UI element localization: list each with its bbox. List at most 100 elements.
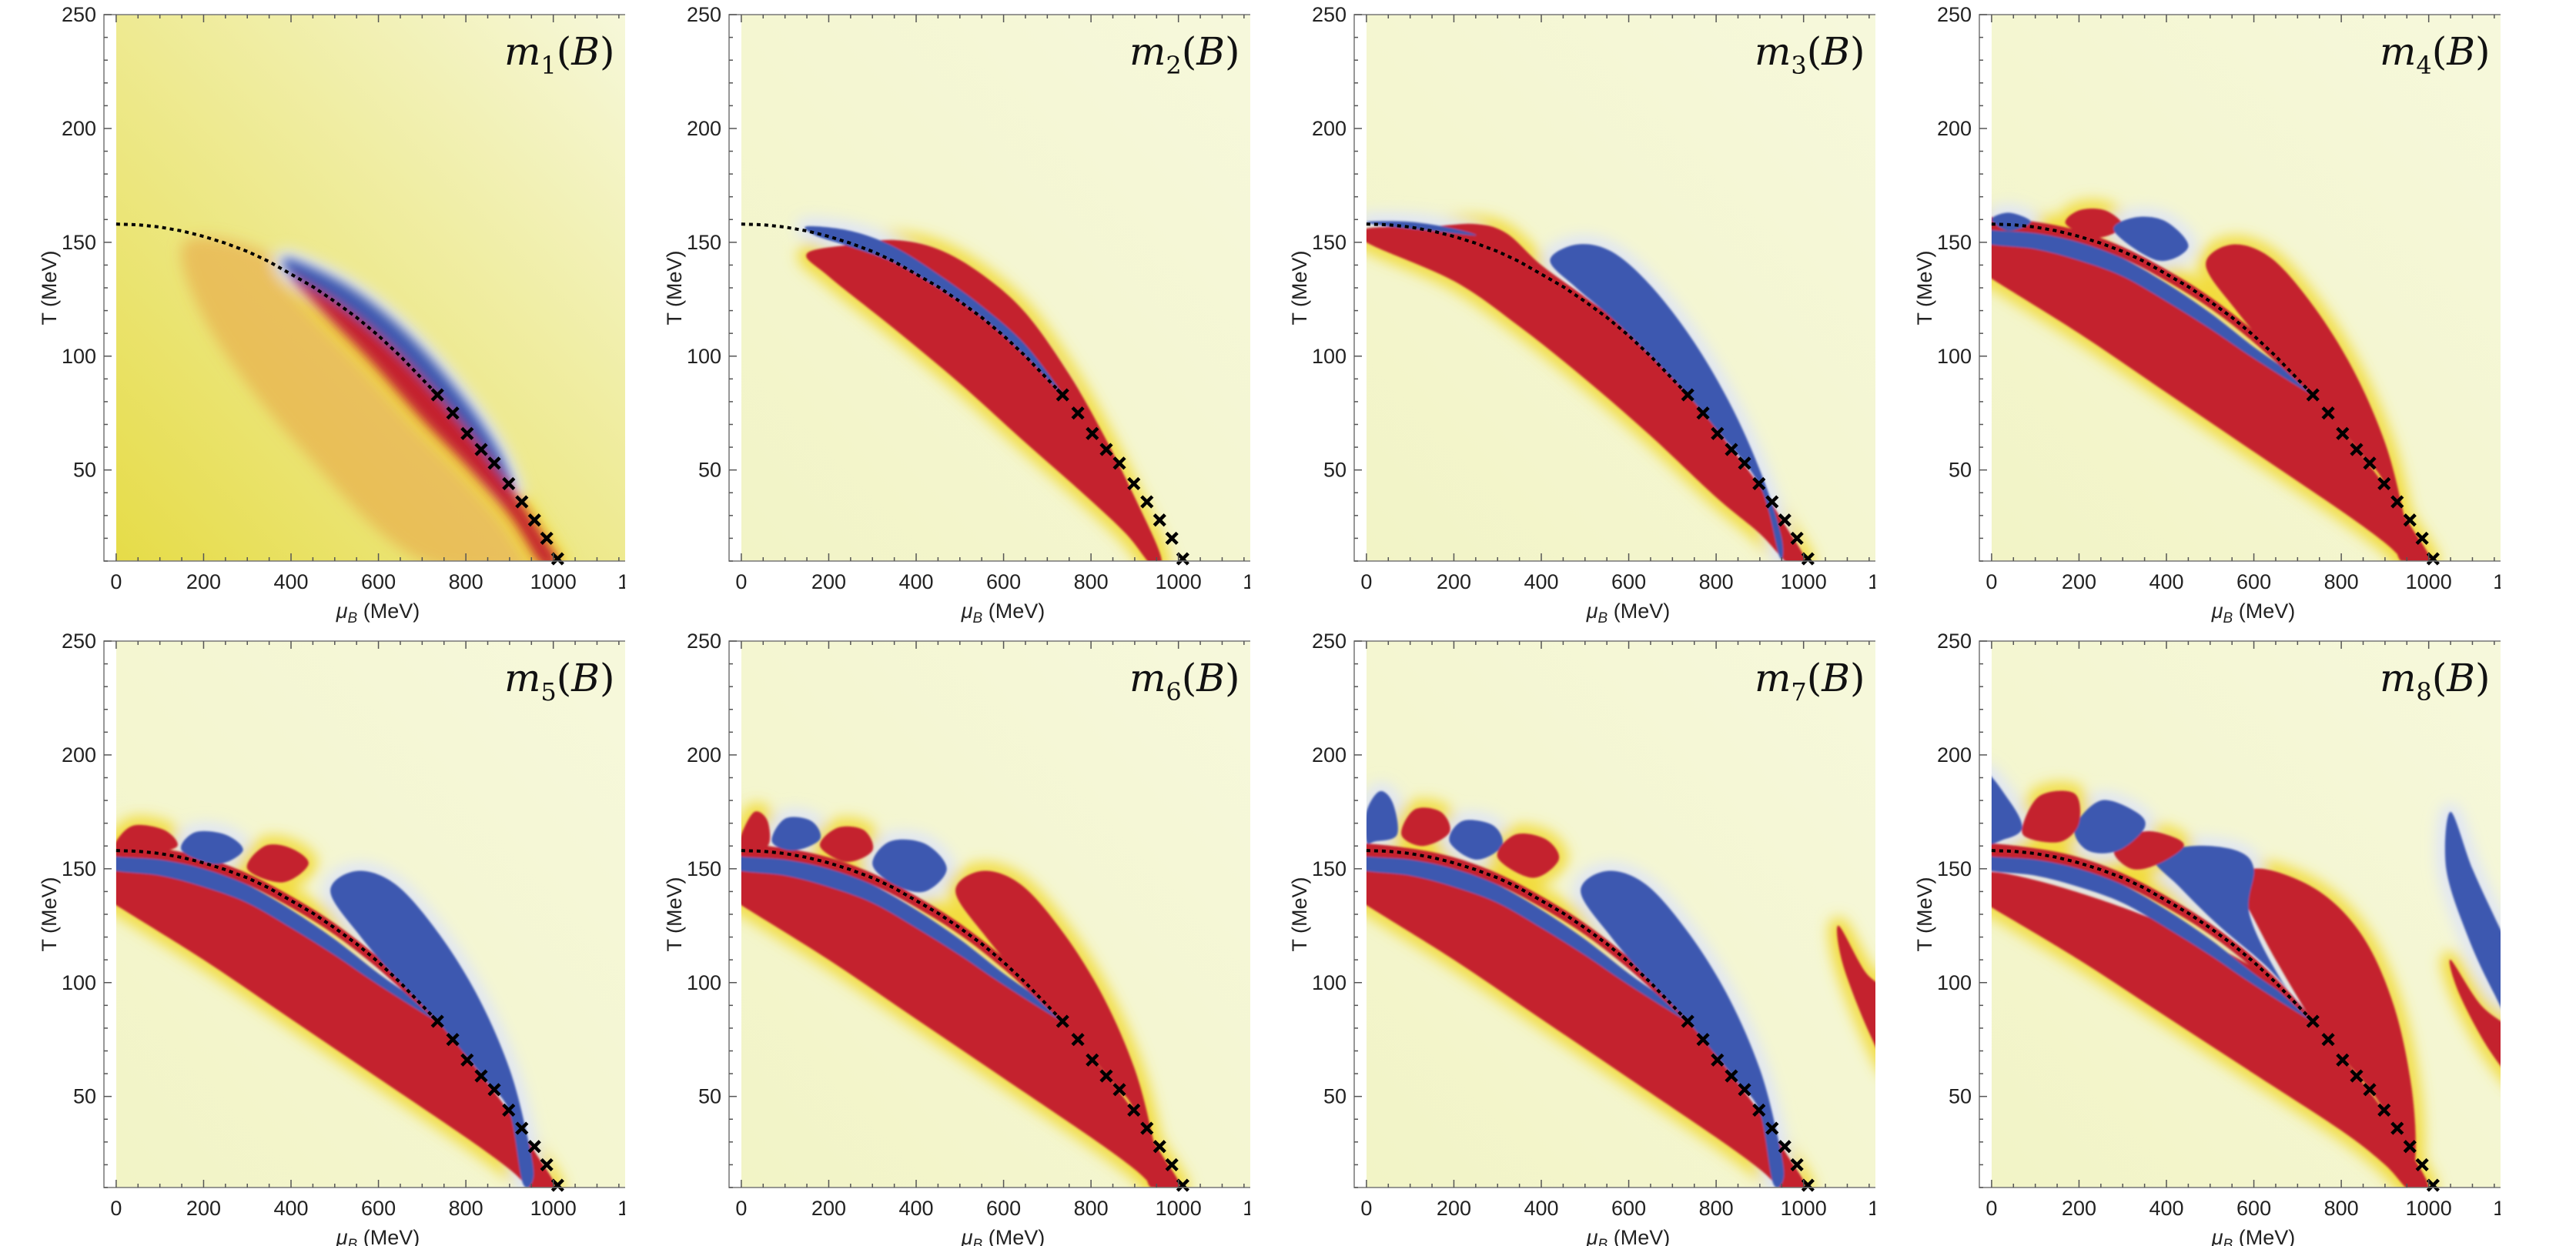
y-tick-label: 100 [62, 971, 96, 994]
x-tick-label: 0 [735, 570, 747, 593]
x-axis-label-subscript: B [1598, 1237, 1608, 1246]
heatmap-svg: 02004006008001000120050100150200250μB (M… [663, 630, 1250, 1246]
x-axis-label-unit: (MeV) [982, 600, 1045, 623]
y-tick-label: 250 [687, 3, 721, 26]
y-axis-label: T (MeV) [663, 877, 686, 951]
heatmap-svg: 02004006008001000120050100150200250μB (M… [663, 3, 1250, 626]
heatmap-svg: 02004006008001000120050100150200250μB (M… [1913, 3, 2501, 626]
critical-point-cross [2426, 1178, 2440, 1192]
heatmap-area [741, 15, 1250, 561]
x-tick-label: 800 [2324, 1197, 2359, 1220]
x-axis-label-subscript: B [973, 610, 983, 626]
y-tick-label: 100 [687, 971, 721, 994]
y-tick-label: 250 [1312, 630, 1347, 653]
critical-point-cross [1711, 1053, 1725, 1067]
heatmap-area [115, 641, 625, 1188]
positive-region [246, 844, 309, 883]
x-tick-label: 1000 [2406, 570, 2452, 593]
y-tick-label: 50 [1949, 1085, 1972, 1108]
positive-region [115, 824, 178, 854]
title-subscript: 6 [1166, 677, 1182, 707]
negative-region [1550, 244, 1784, 560]
positive-region [1401, 807, 1450, 847]
y-tick-label: 200 [62, 743, 96, 767]
x-tick-label: 1200 [617, 570, 625, 593]
y-tick-label: 200 [1312, 117, 1347, 140]
x-tick-label: 400 [273, 1197, 308, 1220]
x-axis-label-unit: (MeV) [2233, 1226, 2295, 1246]
critical-point-cross [2306, 1014, 2320, 1028]
x-tick-label: 600 [361, 570, 396, 593]
critical-point-cross [1140, 495, 1154, 509]
critical-point-cross [2336, 1053, 2350, 1067]
x-tick-label: 600 [1611, 570, 1646, 593]
x-tick-label: 800 [1074, 570, 1109, 593]
title-subscript: 8 [2416, 677, 2432, 707]
x-tick-label: 1200 [1243, 570, 1250, 593]
x-tick-label: 0 [735, 1197, 747, 1220]
x-axis-label-subscript: B [348, 610, 358, 626]
x-axis-label-unit: (MeV) [2233, 600, 2295, 623]
critical-point-cross [446, 1033, 460, 1047]
title-symbol: m [1129, 29, 1166, 74]
critical-point-cross [1112, 1083, 1126, 1097]
critical-point-cross [515, 495, 529, 509]
transition-dashed-line [1366, 222, 1689, 396]
critical-point-cross [1099, 443, 1113, 456]
positive-region [741, 811, 771, 849]
critical-point-cross [430, 1014, 444, 1028]
critical-point-cross [515, 1121, 529, 1135]
panel-title: m5(B) [504, 656, 615, 707]
positive-region [2226, 868, 2416, 1184]
y-tick-label: 200 [1937, 743, 1972, 767]
x-axis-label-subscript: B [348, 1237, 358, 1246]
y-tick-label: 50 [698, 1085, 721, 1108]
y-axis-label: T (MeV) [38, 877, 61, 951]
panel-title: m7(B) [1755, 656, 1865, 707]
title-subscript: 4 [2416, 51, 2432, 80]
title-close-paren: ) [1225, 656, 1240, 700]
critical-point-cross [2336, 426, 2350, 440]
x-tick-label: 0 [110, 1197, 122, 1220]
negative-region [1991, 850, 2314, 1022]
title-close-paren: ) [600, 29, 615, 74]
critical-point-cross [1176, 552, 1189, 566]
x-axis-label-unit: (MeV) [357, 1226, 420, 1246]
y-tick-label: 50 [73, 459, 96, 482]
y-tick-label: 150 [1312, 857, 1347, 880]
negative-region [741, 850, 1064, 1022]
title-open-paren: ( [1181, 29, 1197, 74]
critical-point-cross [1765, 495, 1779, 509]
title-subscript: 7 [1791, 677, 1807, 707]
critical-point-cross [2350, 1069, 2364, 1083]
y-tick-label: 150 [1937, 231, 1972, 254]
title-symbol: m [504, 656, 541, 700]
x-axis-label: μB (MeV) [2211, 1226, 2295, 1246]
critical-point-cross [2377, 476, 2391, 491]
critical-point-cross [1176, 1178, 1189, 1192]
negative-region [1991, 223, 2314, 396]
critical-point-cross [487, 456, 501, 470]
critical-point-cross [2306, 388, 2320, 402]
title-subscript: 3 [1791, 51, 1807, 80]
critical-point-cross [1165, 1157, 1179, 1172]
positive-region [2022, 790, 2081, 843]
negative-region [1991, 777, 2022, 844]
transition-dashed-line [1991, 222, 2314, 396]
positive-region [2206, 244, 2410, 561]
x-axis-label-symbol: μ [961, 600, 973, 623]
x-axis-label: μB (MeV) [2211, 600, 2295, 626]
heatmap-panel: 02004006008001000120050100150200250μB (M… [625, 0, 1250, 626]
x-tick-label: 1000 [1781, 570, 1827, 593]
negative-region [1366, 790, 1398, 844]
heatmap-svg: 02004006008001000120050100150200250μB (M… [1288, 630, 1875, 1246]
x-tick-label: 600 [986, 570, 1021, 593]
critical-point-cross [1725, 1069, 1738, 1083]
critical-point-cross [487, 1083, 501, 1097]
negative-region [1581, 870, 1785, 1188]
critical-point-cross [460, 1053, 474, 1067]
y-axis-label: T (MeV) [1913, 250, 1936, 325]
y-tick-label: 50 [1323, 459, 1347, 482]
x-axis-label-unit: (MeV) [1607, 1226, 1670, 1246]
